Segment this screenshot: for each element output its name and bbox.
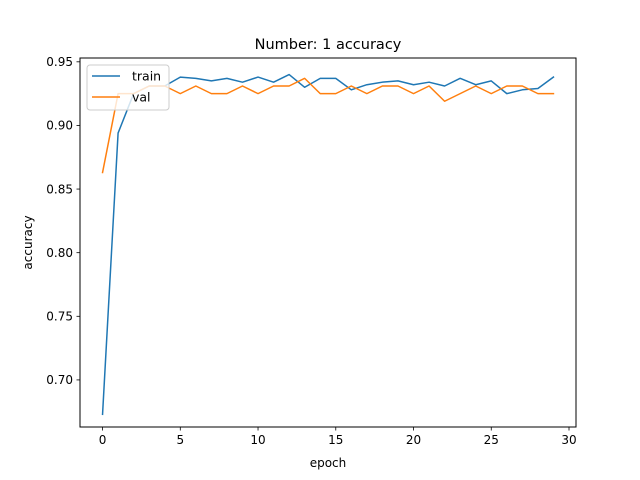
legend-label-train: train bbox=[132, 69, 161, 84]
y-tick-label: 0.95 bbox=[46, 55, 73, 69]
legend: train val bbox=[86, 64, 170, 111]
plot-area bbox=[101, 73, 555, 416]
y-tick-label: 0.90 bbox=[46, 119, 73, 133]
y-axis-label: accuracy bbox=[21, 215, 35, 269]
y-tick-label: 0.75 bbox=[46, 310, 73, 324]
y-tick-label: 0.80 bbox=[46, 246, 73, 260]
y-tick-label: 0.85 bbox=[46, 182, 73, 196]
x-tick-label: 5 bbox=[176, 433, 184, 447]
axis-ticks: 0 5 10 15 20 25 30 0.70 0.75 0.80 0.85 0.90 0.95 bbox=[46, 55, 576, 447]
x-axis-label: epoch bbox=[310, 456, 347, 470]
x-tick-label: 0 bbox=[99, 433, 107, 447]
x-tick-label: 10 bbox=[250, 433, 265, 447]
x-tick-label: 30 bbox=[561, 433, 576, 447]
series-line-train bbox=[101, 73, 555, 416]
x-tick-label: 15 bbox=[328, 433, 343, 447]
axes-frame bbox=[79, 57, 577, 428]
legend-label-val: val bbox=[132, 90, 151, 105]
chart-title: Number: 1 accuracy bbox=[255, 37, 402, 53]
series-line-val bbox=[101, 77, 555, 174]
y-tick-label: 0.70 bbox=[46, 373, 73, 387]
x-tick-label: 20 bbox=[406, 433, 421, 447]
x-tick-label: 25 bbox=[484, 433, 499, 447]
